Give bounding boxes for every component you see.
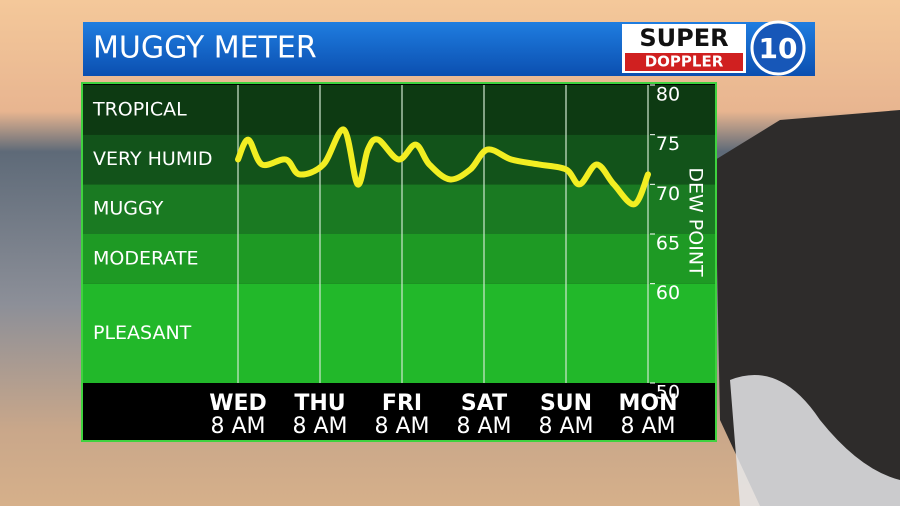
logo-text: SUPER [639,24,728,52]
chart-title: MUGGY METER [93,31,317,66]
x-tick-time: 8 AM [292,414,347,439]
zone [83,234,715,284]
zone [83,283,715,383]
x-tick-label: SUN [540,391,592,416]
logo-text: 10 [759,32,798,65]
logo-bar [625,53,743,71]
y-tick-label: 70 [656,183,680,205]
zone-label: TROPICAL [92,98,187,120]
plot: TROPICAL VERY HUMID MUGGY MODERATE PLEASANT W… [83,84,715,439]
y-axis-label: DEW POINT [685,167,707,277]
x-tick-time: 8 AM [374,414,429,439]
zone-label: VERY HUMID [93,148,212,170]
foam [730,375,900,506]
y-tick-label: 50 [656,382,680,404]
x-tick-time: 8 AM [456,414,511,439]
logo-circle [750,20,806,76]
zone-label: PLEASANT [93,322,192,344]
x-tick-label: THU [294,391,345,416]
zone-label: MODERATE [93,247,199,269]
zone-label: MUGGY [93,198,164,220]
zone [83,85,715,135]
y-tick-label: 80 [656,84,680,106]
y-tick-label: 60 [656,282,680,304]
x-tick-time: 8 AM [538,414,593,439]
zone [83,184,715,234]
y-tick-label: 65 [656,233,680,255]
x-tick-label: MON [618,391,677,416]
x-tick-time: 8 AM [210,414,265,439]
x-tick-label: SAT [461,391,507,416]
x-tick-label: WED [209,391,267,416]
x-tick-label: FRI [382,391,422,416]
x-tick-time: 8 AM [620,414,675,439]
logo: SUPER DOPPLER 10 [622,20,806,76]
dew-point-line [235,126,651,208]
logo-text: DOPPLER [645,53,724,71]
y-tick-label: 75 [656,133,680,155]
